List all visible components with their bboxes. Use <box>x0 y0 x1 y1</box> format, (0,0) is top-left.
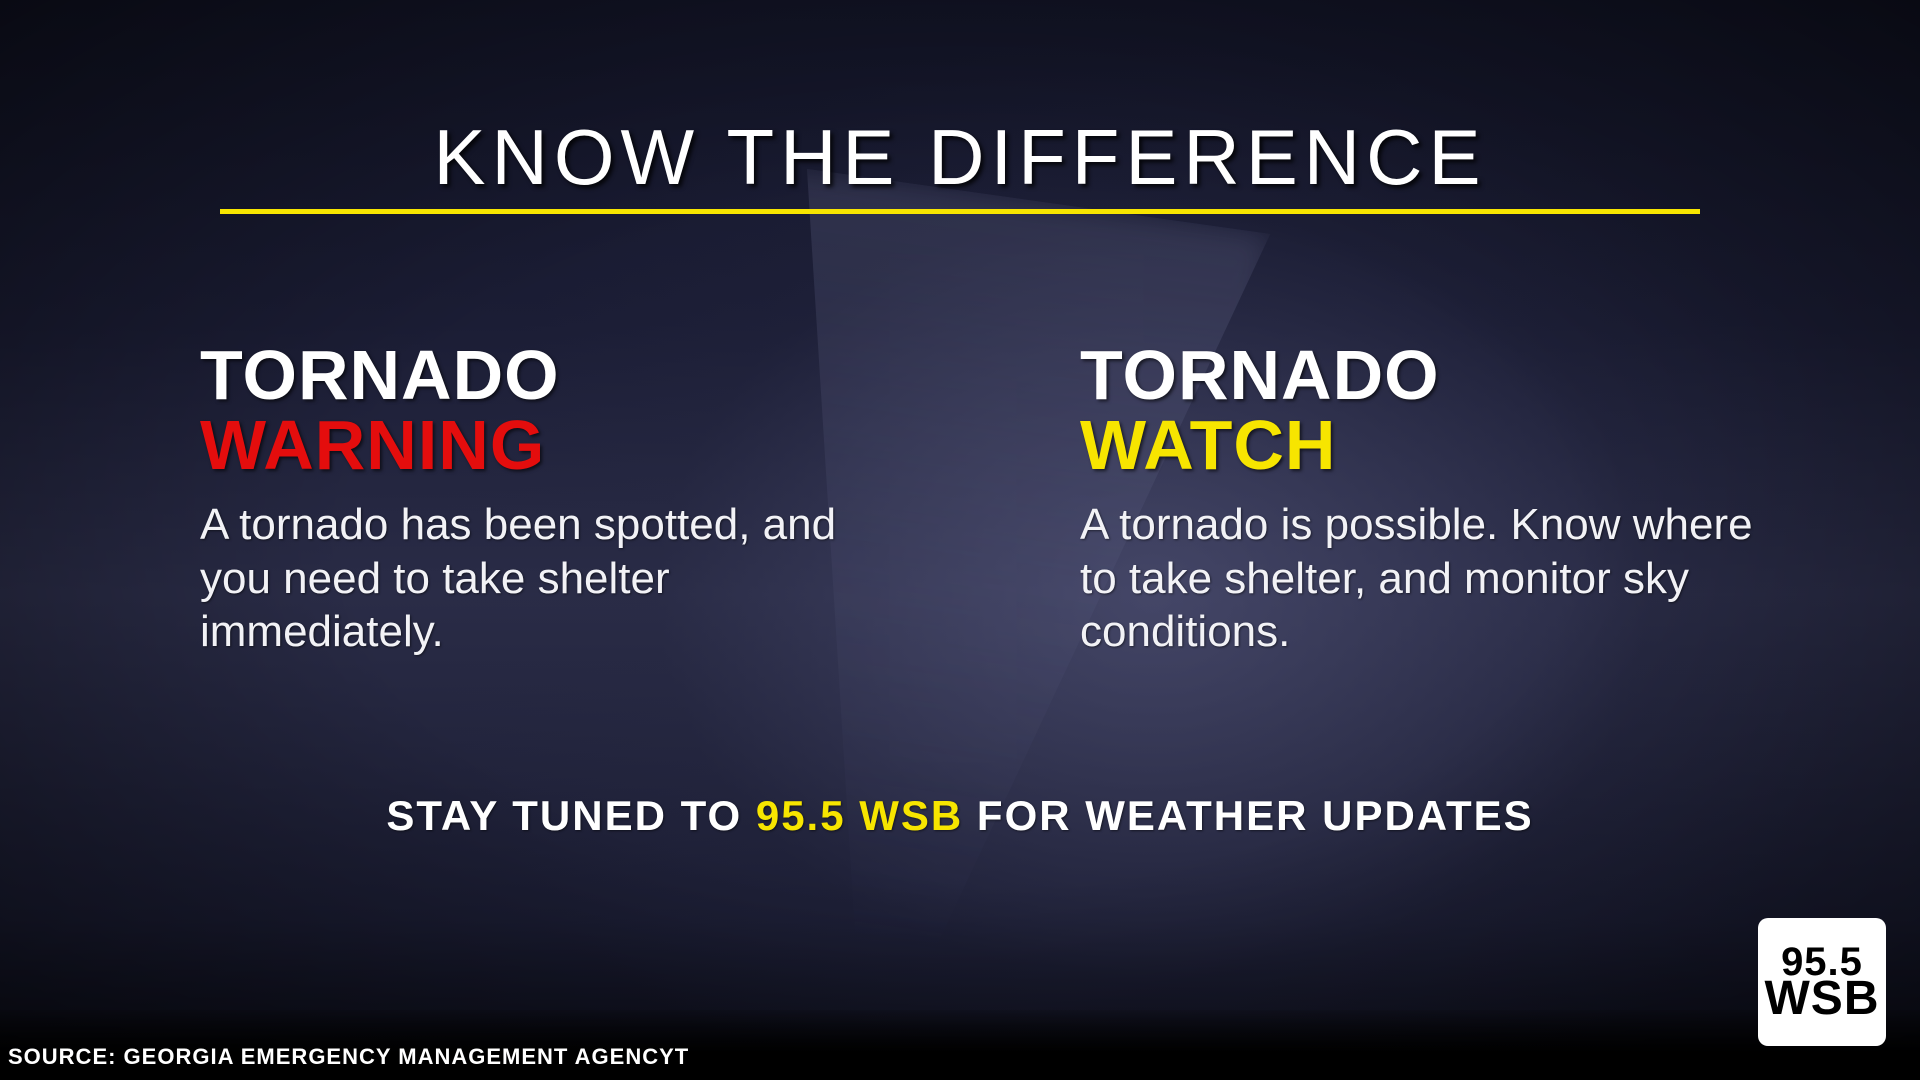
title-block: KNOW THE DIFFERENCE <box>220 112 1700 214</box>
watch-head-line2: WATCH <box>1080 410 1780 480</box>
source-credit: SOURCE: GEORGIA EMERGENCY MANAGEMENT AGE… <box>8 1044 689 1070</box>
page-title: KNOW THE DIFFERENCE <box>220 112 1700 203</box>
footer-cta: STAY TUNED TO 95.5 WSB FOR WEATHER UPDAT… <box>386 792 1533 840</box>
title-underline <box>220 209 1700 214</box>
logo-bottom: WSB <box>1765 979 1880 1020</box>
warning-head-line2: WARNING <box>200 410 900 480</box>
watch-body: A tornado is possible. Know where to tak… <box>1080 498 1780 659</box>
warning-body: A tornado has been spotted, and you need… <box>200 498 900 659</box>
col-watch: TORNADO WATCH A tornado is possible. Kno… <box>1080 340 1780 659</box>
col-warning: TORNADO WARNING A tornado has been spott… <box>200 340 900 659</box>
warning-head-line1: TORNADO <box>200 340 900 410</box>
watch-head-line1: TORNADO <box>1080 340 1780 410</box>
station-logo: 95.5 WSB <box>1758 918 1886 1046</box>
footer-station: 95.5 WSB <box>756 792 963 839</box>
footer-pre: STAY TUNED TO <box>386 792 756 839</box>
footer-post: FOR WEATHER UPDATES <box>963 792 1533 839</box>
comparison-columns: TORNADO WARNING A tornado has been spott… <box>200 340 1780 659</box>
